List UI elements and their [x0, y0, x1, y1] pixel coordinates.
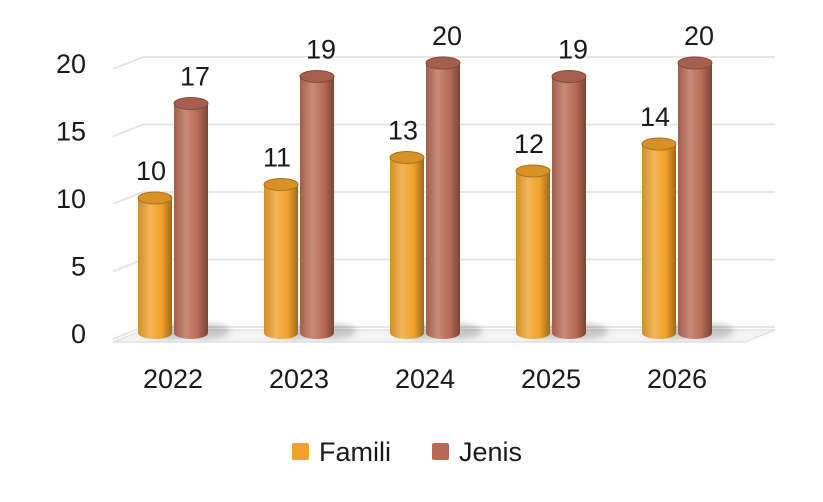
bar-top — [299, 70, 335, 83]
legend-label: Famili — [319, 437, 391, 467]
bar-famili-2025 — [515, 164, 572, 339]
bar-jenis-2022 — [173, 97, 230, 339]
x-tick-label: 2023 — [269, 364, 329, 394]
bar-body — [426, 63, 460, 339]
y-tick-label: 0 — [71, 319, 86, 349]
bar-top — [551, 70, 587, 83]
bar-jenis-2023 — [299, 70, 356, 339]
data-label: 20 — [684, 21, 714, 51]
bar-jenis-2025 — [551, 70, 608, 339]
bar-body — [138, 198, 172, 339]
bars — [137, 56, 734, 339]
x-tick-label: 2026 — [647, 364, 707, 394]
data-label: 11 — [263, 143, 291, 173]
data-label: 20 — [432, 21, 462, 51]
y-tick-label: 10 — [56, 184, 86, 214]
bar-jenis-2026 — [677, 56, 734, 339]
bar-body — [678, 63, 712, 339]
bar-body — [642, 144, 676, 339]
bar-top — [641, 137, 677, 151]
bar-top — [389, 151, 425, 164]
bar-body — [516, 171, 550, 339]
bar-body — [174, 103, 208, 339]
bar-top — [515, 164, 551, 178]
x-tick-label: 2024 — [395, 364, 455, 394]
bar-top — [263, 178, 299, 191]
legend-swatch — [432, 443, 449, 460]
bar-jenis-2024 — [425, 56, 482, 339]
gridline-slant — [112, 191, 144, 205]
data-label: 14 — [640, 102, 670, 132]
bar-body — [264, 184, 298, 339]
bar-body — [300, 76, 334, 339]
bar-famili-2026 — [641, 137, 698, 339]
data-label: 13 — [388, 116, 418, 146]
x-axis-tick-labels: 2022 2023 2024 2025 2026 — [143, 364, 707, 394]
data-label: 12 — [514, 129, 544, 159]
bar-top — [173, 97, 209, 110]
y-tick-label: 5 — [71, 252, 86, 282]
data-label: 19 — [558, 35, 588, 65]
data-labels: 10 17 11 19 13 20 12 19 14 20 — [136, 21, 714, 186]
y-axis-tick-labels: 0 5 10 15 20 — [56, 49, 86, 349]
bar-top — [425, 56, 461, 70]
gridline-slant — [112, 123, 144, 138]
legend-label: Jenis — [459, 437, 522, 467]
bar-top — [137, 191, 173, 205]
y-tick-label: 20 — [56, 49, 86, 79]
legend-item-jenis: Jenis — [432, 437, 522, 467]
bar-body — [390, 157, 424, 339]
x-tick-label: 2025 — [521, 364, 581, 394]
legend-swatch — [292, 443, 309, 460]
bar-body — [552, 76, 586, 339]
data-label: 10 — [136, 156, 166, 186]
data-label: 17 — [180, 62, 210, 92]
legend: Famili Jenis — [292, 437, 522, 467]
y-tick-label: 15 — [56, 117, 86, 147]
bar-top — [677, 56, 713, 70]
legend-item-famili: Famili — [292, 437, 391, 467]
x-tick-label: 2022 — [143, 364, 203, 394]
data-label: 19 — [306, 35, 336, 65]
gridline-slant — [112, 56, 144, 70]
